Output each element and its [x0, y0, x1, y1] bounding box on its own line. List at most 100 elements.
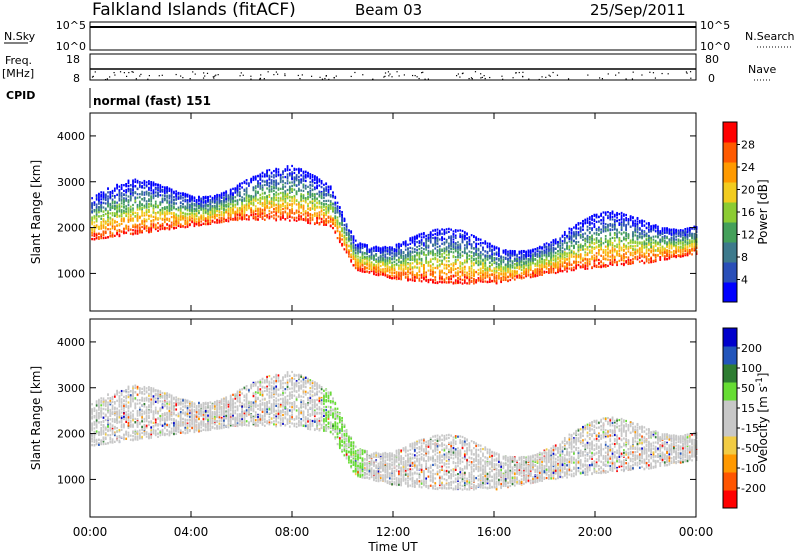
power-echo — [350, 253, 353, 257]
power-echo — [216, 207, 218, 210]
power-echo — [104, 198, 107, 202]
power-echo — [325, 183, 328, 186]
power-echo — [477, 242, 480, 246]
power-echo — [332, 194, 334, 197]
power-echo — [282, 185, 284, 189]
power-echo — [148, 205, 150, 208]
power-echo — [284, 185, 287, 188]
nave-dot — [483, 75, 485, 77]
power-echo — [273, 210, 275, 213]
power-echo — [373, 272, 375, 276]
power-echo — [491, 256, 493, 259]
power-echo — [463, 238, 466, 241]
power-echo — [354, 261, 357, 265]
power-echo — [400, 263, 403, 267]
power-echo — [263, 212, 266, 215]
power-echo — [200, 208, 203, 211]
nave-dot — [480, 77, 482, 79]
power-echo — [168, 200, 171, 203]
power-echo — [302, 208, 305, 211]
power-echo — [118, 208, 121, 212]
power-echo — [252, 199, 255, 202]
power-echo — [191, 208, 193, 211]
power-echo — [343, 231, 346, 234]
power-echo — [438, 232, 441, 235]
power-echo — [484, 250, 487, 253]
power-echo — [91, 197, 93, 200]
power-echo — [257, 183, 259, 187]
power-echo — [100, 217, 103, 220]
power-echo — [259, 198, 262, 201]
power-echo — [473, 280, 475, 283]
power-echo — [107, 210, 109, 213]
power-echo — [225, 197, 228, 201]
power-echo — [148, 217, 150, 220]
power-echo — [459, 261, 462, 264]
power-echo — [359, 260, 362, 263]
power-echo — [273, 201, 275, 205]
power-echo — [482, 258, 484, 261]
power-echo — [379, 251, 382, 254]
power-echo — [125, 212, 128, 215]
power-echo — [386, 261, 389, 265]
power-echo — [318, 201, 321, 204]
power-echo — [357, 255, 359, 258]
power-echo — [127, 207, 130, 210]
power-echo — [225, 208, 228, 211]
power-echo — [477, 268, 480, 272]
power-echo — [345, 247, 348, 250]
power-echo — [418, 241, 421, 244]
power-echo — [261, 213, 264, 216]
power-echo — [404, 245, 407, 248]
power-echo — [338, 240, 341, 244]
power-echo — [193, 214, 196, 217]
power-echo — [259, 176, 262, 179]
power-echo — [413, 279, 416, 282]
power-echo — [466, 271, 468, 274]
power-echo — [141, 231, 143, 234]
power-echo — [120, 194, 123, 197]
power-echo — [259, 215, 262, 218]
power-echo — [313, 181, 316, 185]
power-echo — [434, 278, 437, 282]
power-echo — [148, 180, 150, 183]
power-echo — [279, 198, 282, 201]
power-echo — [152, 195, 155, 198]
power-echo — [268, 193, 271, 196]
power-echo — [141, 190, 143, 193]
power-echo — [263, 180, 266, 183]
power-echo — [329, 217, 332, 220]
power-echo — [198, 199, 200, 202]
power-echo — [141, 214, 143, 217]
nave-dot — [661, 72, 663, 75]
power-echo — [343, 228, 346, 231]
power-echo — [191, 209, 193, 213]
power-echo — [316, 212, 318, 215]
power-echo — [400, 250, 403, 253]
power-echo — [223, 213, 225, 216]
nave-dot — [180, 75, 182, 77]
power-echo — [111, 214, 114, 217]
power-echo — [461, 271, 464, 274]
power-echo — [279, 191, 282, 195]
power-echo — [357, 252, 359, 255]
nave-dot — [213, 77, 215, 79]
power-echo — [329, 185, 332, 188]
power-echo — [102, 236, 105, 240]
power-echo — [159, 190, 162, 193]
power-echo — [357, 265, 359, 268]
power-echo — [170, 201, 173, 204]
power-echo — [98, 205, 100, 209]
power-echo — [461, 240, 464, 244]
power-echo — [400, 278, 403, 281]
power-echo — [463, 280, 466, 283]
power-echo — [229, 203, 232, 206]
power-echo — [243, 210, 246, 214]
power-echo — [193, 212, 196, 216]
power-echo — [257, 209, 259, 213]
power-echo — [338, 234, 341, 238]
power-echo — [423, 271, 425, 275]
power-echo — [252, 189, 255, 192]
power-echo — [316, 214, 318, 217]
